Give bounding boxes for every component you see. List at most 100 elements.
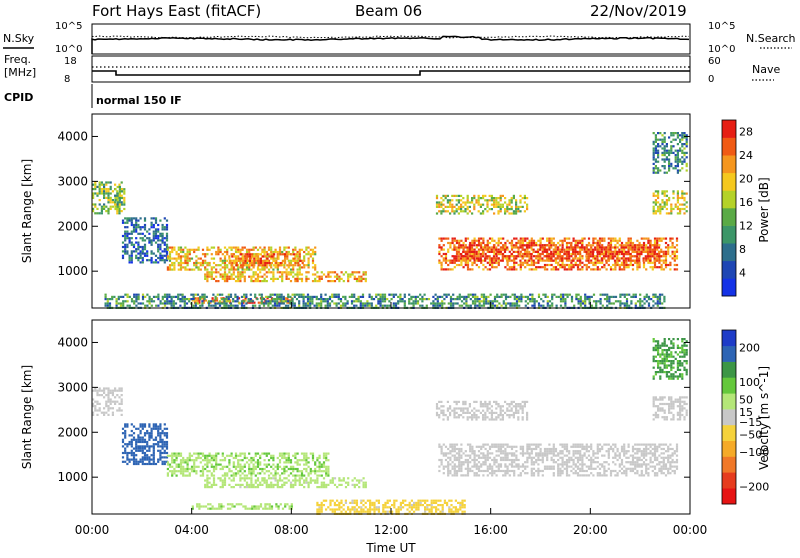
data-cell [537, 266, 539, 268]
data-cell [502, 255, 504, 257]
data-cell [560, 294, 562, 296]
data-cell [103, 392, 105, 394]
data-cell [508, 204, 510, 206]
data-cell [239, 271, 241, 273]
data-cell [119, 199, 121, 201]
data-cell [217, 251, 219, 253]
data-cell [323, 484, 325, 486]
data-cell [610, 246, 612, 248]
data-cell [220, 477, 222, 479]
data-cell [513, 251, 515, 253]
data-cell [126, 456, 128, 458]
data-cell [365, 278, 367, 280]
data-cell [658, 251, 660, 253]
data-cell [279, 251, 281, 253]
data-cell [148, 242, 150, 244]
data-cell [261, 477, 263, 479]
data-cell [155, 233, 157, 235]
nsky-tick-top: 10^5 [55, 21, 82, 32]
data-cell [649, 246, 651, 248]
data-cell [557, 264, 559, 266]
data-cell [258, 262, 260, 264]
data-cell [308, 484, 310, 486]
data-cell [133, 439, 135, 441]
data-cell [369, 294, 371, 296]
data-cell [447, 201, 449, 203]
data-cell [107, 394, 109, 396]
data-cell [670, 165, 672, 167]
data-cell [614, 249, 616, 251]
data-cell [283, 457, 285, 459]
data-cell [264, 247, 266, 249]
data-cell [649, 251, 651, 253]
data-cell [210, 300, 212, 302]
freq-trace [92, 71, 690, 75]
data-cell [294, 296, 296, 298]
data-cell [167, 472, 169, 474]
data-cell [131, 298, 133, 300]
data-cell [224, 255, 226, 257]
data-cell [474, 262, 476, 264]
data-cell [471, 268, 473, 270]
data-cell [550, 257, 552, 259]
data-cell [450, 296, 452, 298]
data-cell [665, 257, 667, 259]
data-cell [233, 475, 235, 477]
data-cell [126, 237, 128, 239]
data-cell [462, 257, 464, 259]
data-cell [500, 195, 502, 197]
data-cell [162, 296, 164, 298]
data-cell [242, 466, 244, 468]
data-cell [222, 482, 224, 484]
data-cell [410, 298, 412, 300]
data-cell [683, 212, 685, 214]
data-cell [234, 296, 236, 298]
data-cell [500, 208, 502, 210]
data-cell [471, 242, 473, 244]
data-cell [548, 244, 550, 246]
data-cell [675, 156, 677, 158]
data-cell [182, 475, 184, 477]
data-cell [548, 249, 550, 251]
data-cell [173, 455, 175, 457]
data-cell [250, 459, 252, 461]
data-cell [522, 240, 524, 242]
data-cell [667, 249, 669, 251]
data-cell [176, 457, 178, 459]
data-cell [103, 190, 105, 192]
data-cell [581, 268, 583, 270]
data-cell [257, 459, 259, 461]
data-cell [164, 217, 166, 219]
data-cell [474, 242, 476, 244]
data-cell [286, 251, 288, 253]
data-cell [229, 260, 231, 262]
data-cell [96, 392, 98, 394]
data-cell [681, 190, 683, 192]
data-cell [626, 294, 628, 296]
data-cell [144, 224, 146, 226]
data-cell [211, 271, 213, 273]
data-cell [191, 459, 193, 461]
data-cell [224, 482, 226, 484]
data-cell [661, 199, 663, 201]
data-cell [557, 255, 559, 257]
data-cell [469, 268, 471, 270]
data-cell [654, 246, 656, 248]
data-cell [577, 246, 579, 248]
data-cell [649, 244, 651, 246]
data-cell [166, 233, 168, 235]
data-cell [557, 242, 559, 244]
data-cell [524, 195, 526, 197]
data-cell [266, 271, 268, 273]
data-cell [672, 238, 674, 240]
data-cell [352, 479, 354, 481]
data-cell [441, 300, 443, 302]
data-cell [140, 461, 142, 463]
data-cell [683, 154, 685, 156]
data-cell [439, 302, 441, 304]
data-cell [180, 459, 182, 461]
data-cell [358, 479, 360, 481]
data-cell [288, 247, 290, 249]
data-cell [321, 464, 323, 466]
data-cell [133, 461, 135, 463]
